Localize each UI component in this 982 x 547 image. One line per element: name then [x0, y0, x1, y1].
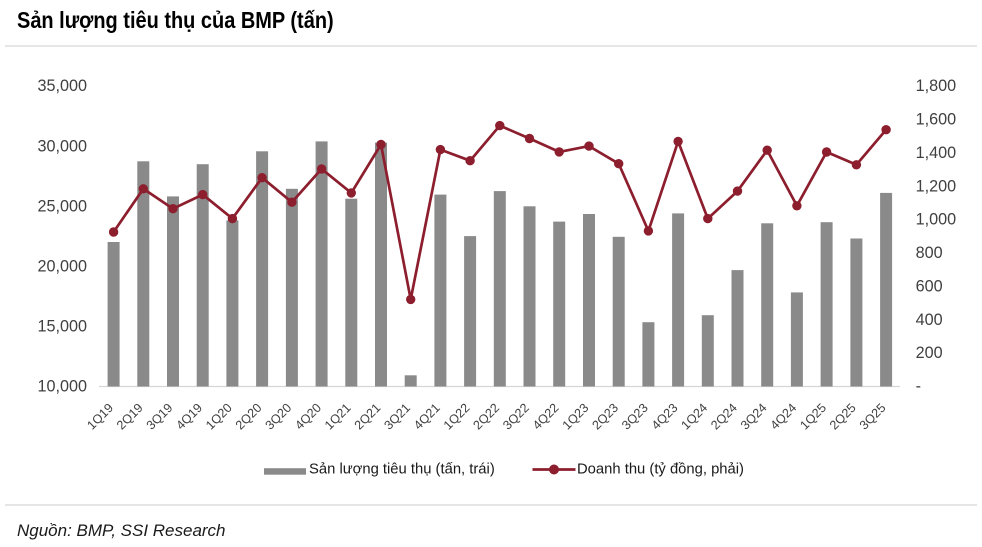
svg-text:4Q21: 4Q21	[411, 401, 443, 433]
svg-text:1,800: 1,800	[916, 77, 957, 95]
svg-text:10,000: 10,000	[37, 378, 87, 396]
svg-text:1Q20: 1Q20	[203, 401, 235, 433]
svg-text:2Q22: 2Q22	[471, 401, 503, 433]
svg-text:3Q23: 3Q23	[619, 401, 651, 433]
svg-text:1,200: 1,200	[916, 177, 957, 195]
svg-text:2Q25: 2Q25	[827, 401, 859, 433]
svg-text:200: 200	[916, 344, 943, 362]
svg-text:1Q19: 1Q19	[84, 401, 116, 433]
svg-text:4Q22: 4Q22	[530, 401, 562, 433]
svg-text:4Q24: 4Q24	[768, 401, 800, 433]
svg-text:3Q20: 3Q20	[263, 401, 295, 433]
svg-text:2Q20: 2Q20	[233, 401, 265, 433]
svg-text:1Q22: 1Q22	[441, 401, 473, 433]
svg-text:2Q19: 2Q19	[114, 401, 146, 433]
svg-text:600: 600	[916, 277, 943, 295]
svg-text:1Q24: 1Q24	[679, 401, 711, 433]
svg-text:3Q25: 3Q25	[857, 401, 889, 433]
svg-text:15,000: 15,000	[37, 317, 87, 335]
svg-text:1Q25: 1Q25	[797, 401, 829, 433]
svg-text:25,000: 25,000	[37, 197, 87, 215]
svg-text:800: 800	[916, 244, 943, 262]
svg-text:2Q23: 2Q23	[589, 401, 621, 433]
svg-text:2Q24: 2Q24	[708, 401, 740, 433]
svg-text:-: -	[916, 378, 921, 396]
svg-text:400: 400	[916, 311, 943, 329]
svg-text:30,000: 30,000	[37, 137, 87, 155]
svg-text:4Q23: 4Q23	[649, 401, 681, 433]
svg-text:35,000: 35,000	[37, 77, 87, 95]
svg-text:4Q20: 4Q20	[292, 401, 324, 433]
svg-text:Sản lượng tiêu thụ (tấn, trái): Sản lượng tiêu thụ (tấn, trái)	[309, 461, 495, 477]
svg-text:1Q23: 1Q23	[560, 401, 592, 433]
svg-text:1,400: 1,400	[916, 144, 957, 162]
svg-text:20,000: 20,000	[37, 257, 87, 275]
svg-text:1,600: 1,600	[916, 111, 957, 129]
svg-text:3Q19: 3Q19	[144, 401, 176, 433]
svg-text:3Q21: 3Q21	[381, 401, 413, 433]
svg-text:2Q21: 2Q21	[352, 401, 384, 433]
svg-text:4Q19: 4Q19	[173, 401, 205, 433]
svg-text:3Q22: 3Q22	[500, 401, 532, 433]
svg-text:Doanh thu (tỷ đồng, phải): Doanh thu (tỷ đồng, phải)	[577, 461, 744, 477]
svg-text:3Q24: 3Q24	[738, 401, 770, 433]
svg-text:1Q21: 1Q21	[322, 401, 354, 433]
svg-text:1,000: 1,000	[916, 211, 957, 229]
